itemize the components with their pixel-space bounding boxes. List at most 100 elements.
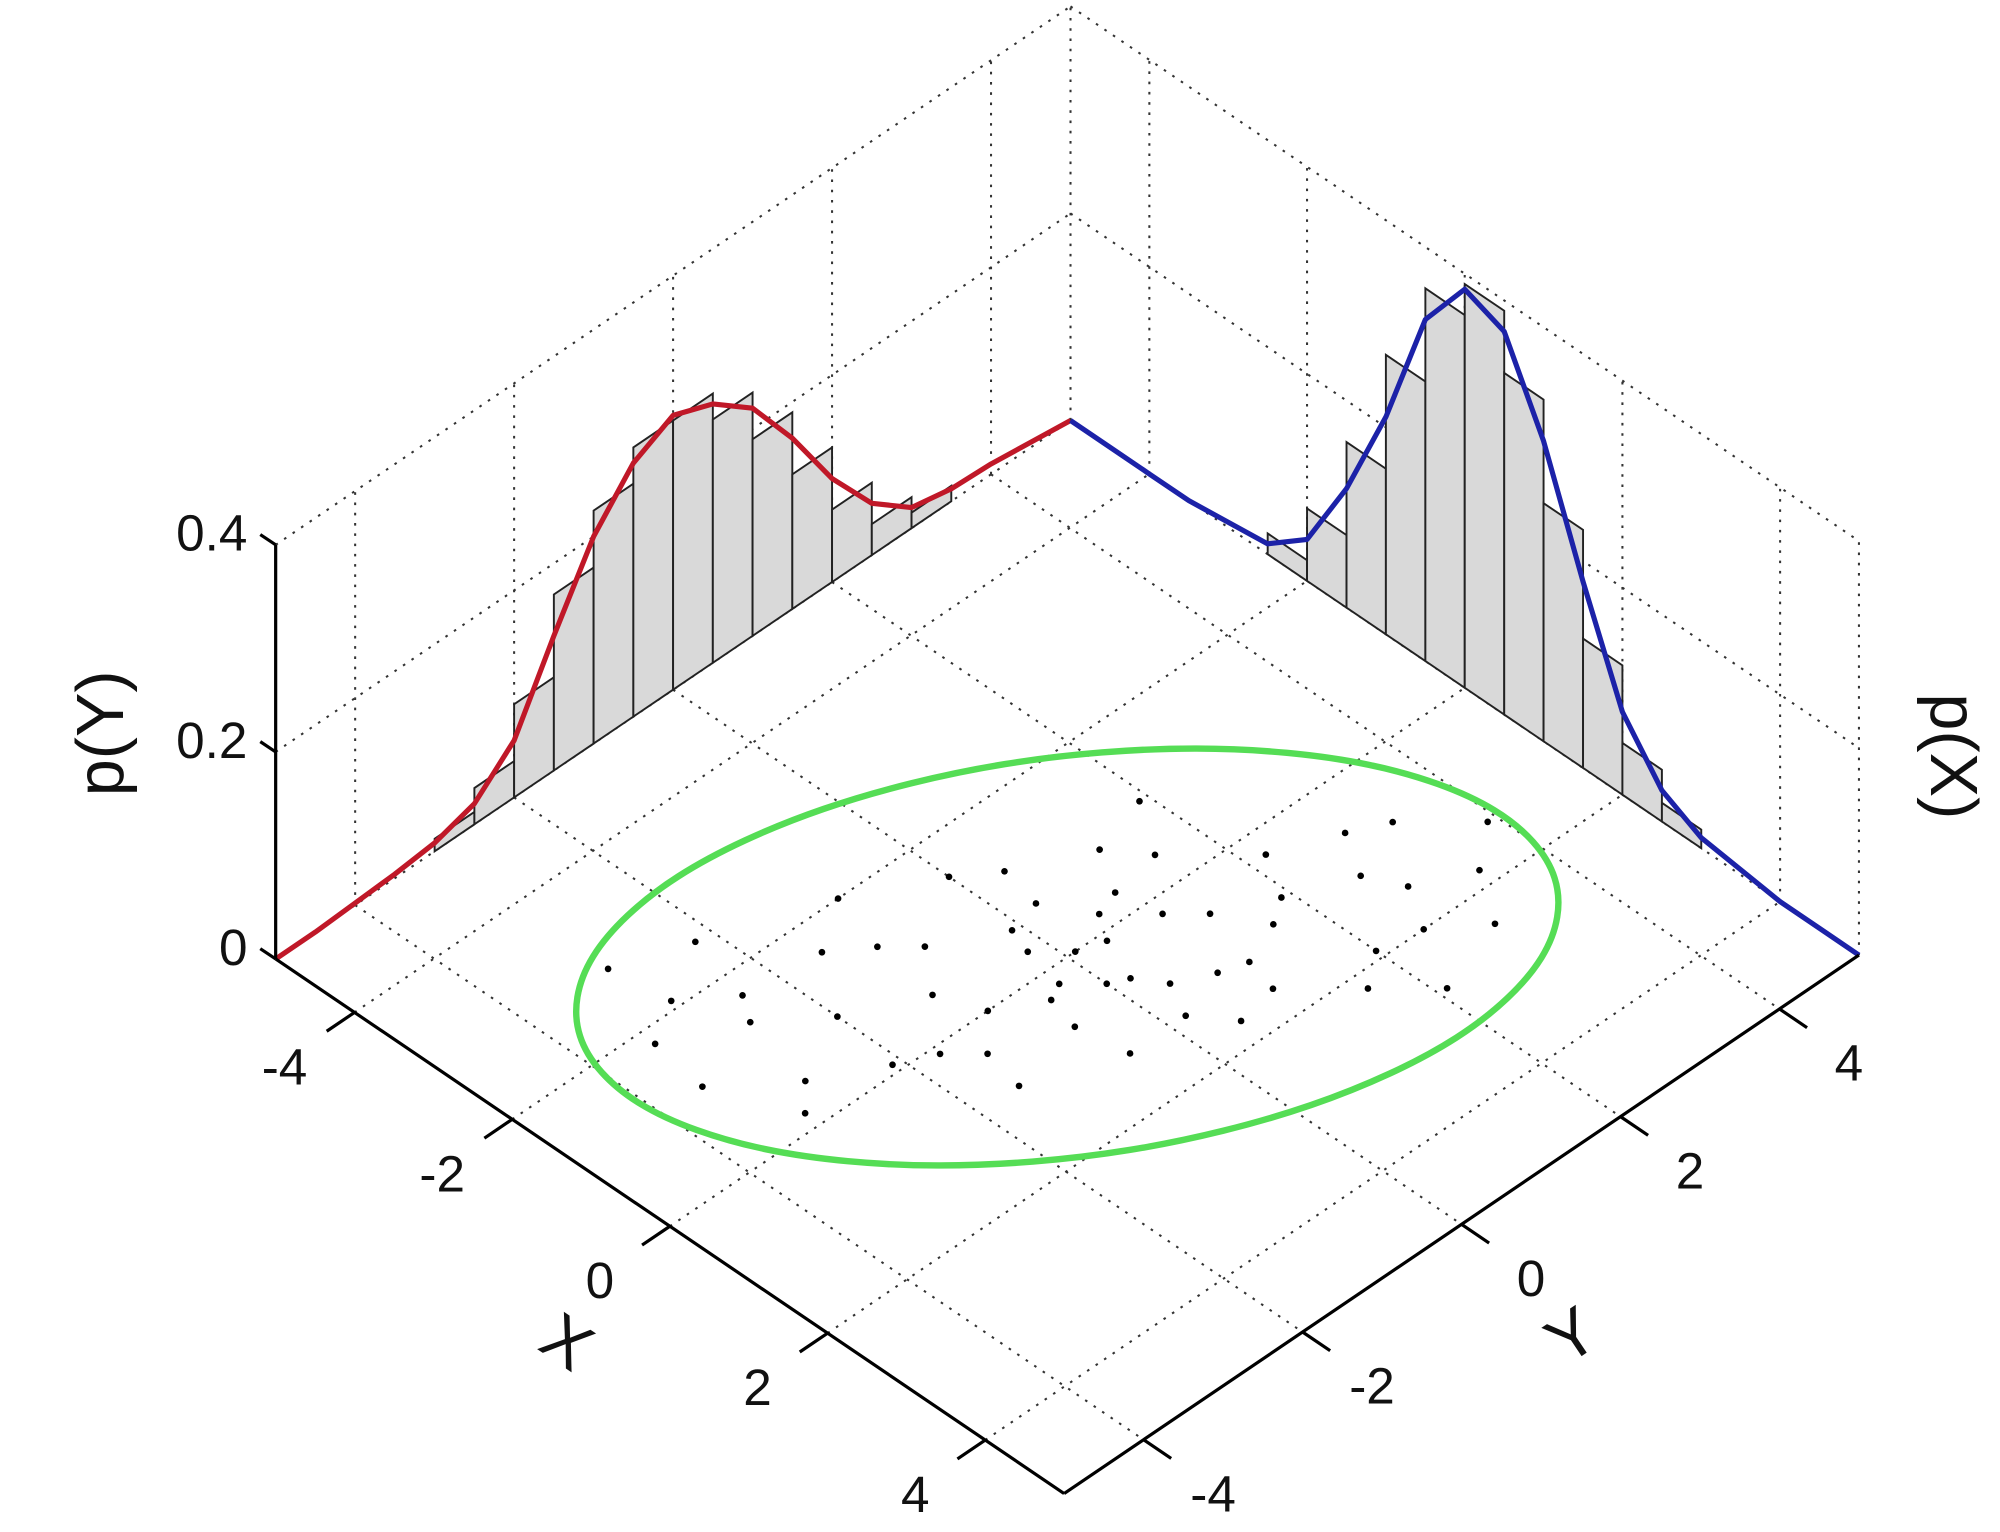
x-tick: [956, 1438, 987, 1461]
y-tick-label: 2: [1676, 1142, 1705, 1199]
scatter-point: [699, 1083, 706, 1091]
scatter-point: [739, 992, 746, 999]
histogram-bar: [1660, 800, 1703, 850]
scatter-point: [1206, 910, 1214, 918]
scatter-point: [667, 997, 675, 1005]
scatter-point: [1484, 818, 1492, 826]
scatter-point: [834, 895, 842, 902]
z-tick: [259, 533, 277, 547]
scatter-point: [651, 1040, 659, 1048]
scatter-point: [1032, 900, 1040, 907]
y-tick: [1619, 1115, 1649, 1137]
histogram-bar: [831, 480, 873, 584]
scatter-point: [1262, 851, 1270, 858]
scatter-point: [1269, 985, 1277, 993]
wall-grid-line: [275, 212, 1072, 753]
walls: [274, 282, 1861, 962]
histogram-bar: [1582, 636, 1624, 797]
scatter-point: [1024, 948, 1032, 956]
x-tick-label: 0: [586, 1252, 615, 1309]
x-tick: [483, 1117, 514, 1140]
histogram-bar: [711, 390, 754, 665]
scatter-point: [1214, 969, 1221, 977]
scatter-point: [834, 1013, 841, 1020]
z-axis-label-left: p(Y): [64, 670, 138, 796]
scatter-point: [1269, 920, 1277, 928]
scatter-point: [1001, 867, 1008, 875]
scatter-point: [1372, 947, 1380, 955]
scatter-point: [874, 943, 881, 951]
z-axis-label-right: p(X): [1916, 693, 1990, 819]
x-tick: [325, 1011, 356, 1033]
histogram-bar: [1424, 286, 1466, 690]
x-axis-label: X: [527, 1299, 605, 1385]
scatter-point: [746, 1018, 754, 1026]
scatter-point: [929, 991, 936, 999]
floor-grid-line: [669, 686, 1466, 1228]
z-tick: [259, 947, 277, 961]
scatter-point: [1420, 925, 1428, 933]
scatter-point: [1126, 1050, 1134, 1057]
scatter-point: [1476, 866, 1483, 874]
y-tick: [1142, 1438, 1173, 1460]
scatter-point: [936, 1050, 944, 1058]
y-tick: [1778, 1007, 1808, 1029]
scatter-point: [604, 965, 612, 973]
histogram-bar: [632, 418, 675, 719]
scatter-point: [1491, 920, 1499, 928]
scatter-point: [889, 1061, 896, 1069]
axes: -4 -2 0 2 4 -4 -2 0 2 4 0 0.2 0.4: [176, 505, 1863, 1523]
scatter-point: [1047, 996, 1055, 1004]
scatter-point: [1246, 958, 1253, 966]
scatter-point: [984, 1007, 992, 1015]
scatter-point: [1015, 1082, 1023, 1090]
floor-grid-line: [826, 793, 1623, 1335]
x-tick-label: 2: [743, 1359, 772, 1416]
scatter-point: [1357, 872, 1365, 880]
scatter-point: [1278, 894, 1285, 901]
histogram-bar: [1463, 282, 1506, 717]
scatter-point: [1151, 851, 1159, 859]
scatter-point: [818, 948, 826, 956]
wall-grid-line: [275, 5, 1072, 546]
scatter-point: [1389, 818, 1397, 826]
scatter-point: [984, 1050, 991, 1058]
ellipse: [573, 745, 1562, 1169]
z-tick-label: 0.2: [176, 712, 247, 769]
scatter-point: [1136, 797, 1143, 805]
scatter-point: [921, 943, 929, 950]
scatter-point: [1404, 883, 1412, 890]
scatter-point: [691, 938, 699, 946]
histogram-bar: [1503, 371, 1545, 744]
scatter-point: [1159, 910, 1166, 918]
floor-grid-line: [511, 580, 1308, 1121]
histogram-bar: [870, 495, 913, 557]
histogram-bar: [1621, 741, 1663, 824]
y-tick-label: -2: [1349, 1358, 1395, 1415]
scatter-point: [1071, 948, 1079, 955]
scatter-point: [945, 873, 953, 881]
histogram-bar: [1542, 501, 1585, 770]
scatter-point: [1008, 926, 1016, 934]
scatter-point: [1341, 829, 1349, 837]
y-tick-label: 4: [1835, 1035, 1864, 1092]
floor: [573, 745, 1562, 1169]
scatter-point: [1364, 985, 1372, 992]
scatter-point: [1071, 1023, 1079, 1031]
histogram-bar: [751, 410, 794, 638]
x-tick-label: -4: [262, 1038, 308, 1095]
histogram-bar: [791, 445, 834, 611]
scatter-point: [801, 1077, 809, 1085]
scatter-point: [1096, 846, 1103, 853]
histogram-bar: [672, 391, 714, 692]
z-tick-label: 0.4: [176, 505, 247, 562]
histogram-bar: [552, 565, 595, 773]
floor-grid-line: [672, 688, 1463, 1226]
x-tick-label: 4: [901, 1466, 930, 1523]
scatter-point: [1127, 974, 1134, 982]
histogram-bar: [433, 810, 476, 854]
x-tick: [641, 1224, 671, 1247]
scatter-point: [1103, 980, 1111, 988]
